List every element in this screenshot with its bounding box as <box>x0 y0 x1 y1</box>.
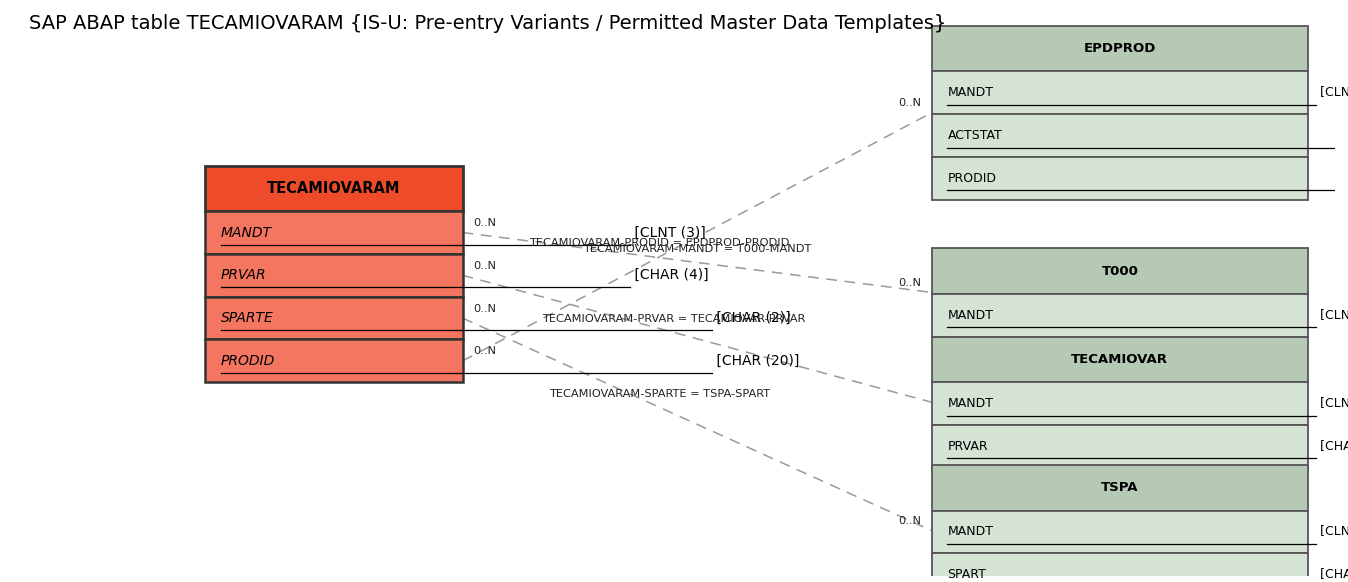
FancyBboxPatch shape <box>931 249 1308 294</box>
Text: PRODID: PRODID <box>221 354 275 368</box>
FancyBboxPatch shape <box>931 382 1308 425</box>
FancyBboxPatch shape <box>931 26 1308 72</box>
Text: 0..N: 0..N <box>473 346 496 356</box>
FancyBboxPatch shape <box>931 72 1308 114</box>
Text: PRODID: PRODID <box>948 172 996 185</box>
Text: ACTSTAT: ACTSTAT <box>948 129 1002 142</box>
Text: 0..N: 0..N <box>898 278 921 288</box>
FancyBboxPatch shape <box>205 297 462 339</box>
Text: TECAMIOVARAM-PRODID = EPDPROD-PRODID: TECAMIOVARAM-PRODID = EPDPROD-PRODID <box>530 238 790 248</box>
Text: SAP ABAP table TECAMIOVARAM {IS-U: Pre-entry Variants / Permitted Master Data Te: SAP ABAP table TECAMIOVARAM {IS-U: Pre-e… <box>30 15 946 33</box>
Text: SPARTE: SPARTE <box>221 311 274 325</box>
Text: [CLNT (3)]: [CLNT (3)] <box>1316 308 1348 322</box>
FancyBboxPatch shape <box>931 114 1308 157</box>
Text: [CHAR (2)]: [CHAR (2)] <box>1316 568 1348 581</box>
Text: [CHAR (20)]: [CHAR (20)] <box>712 354 799 368</box>
FancyBboxPatch shape <box>931 553 1308 582</box>
Text: SPART: SPART <box>948 568 987 581</box>
Text: TECAMIOVARAM-SPARTE = TSPA-SPART: TECAMIOVARAM-SPARTE = TSPA-SPART <box>549 389 770 399</box>
FancyBboxPatch shape <box>205 254 462 297</box>
Text: [CLNT (3)]: [CLNT (3)] <box>1316 397 1348 410</box>
FancyBboxPatch shape <box>931 294 1308 336</box>
FancyBboxPatch shape <box>205 339 462 382</box>
FancyBboxPatch shape <box>931 336 1308 382</box>
Text: 0..N: 0..N <box>898 98 921 108</box>
Text: 0..N: 0..N <box>473 218 496 228</box>
Text: [CLNT (3)]: [CLNT (3)] <box>1316 86 1348 100</box>
Text: 0..N: 0..N <box>473 304 496 314</box>
Text: T000: T000 <box>1101 265 1138 278</box>
Text: MANDT: MANDT <box>948 526 993 538</box>
Text: TSPA: TSPA <box>1101 481 1139 494</box>
Text: [CLNT (3)]: [CLNT (3)] <box>631 226 706 240</box>
Text: EPDPROD: EPDPROD <box>1084 42 1157 55</box>
Text: MANDT: MANDT <box>948 308 993 322</box>
Text: TECAMIOVARAM-PRVAR = TECAMIOVAR-PRVAR: TECAMIOVARAM-PRVAR = TECAMIOVAR-PRVAR <box>542 314 805 324</box>
Text: MANDT: MANDT <box>948 86 993 100</box>
Text: PRVAR: PRVAR <box>221 268 267 282</box>
FancyBboxPatch shape <box>205 211 462 254</box>
Text: [CHAR (4)]: [CHAR (4)] <box>631 268 709 282</box>
FancyBboxPatch shape <box>931 510 1308 553</box>
Text: MANDT: MANDT <box>948 397 993 410</box>
Text: TECAMIOVAR: TECAMIOVAR <box>1072 353 1169 366</box>
Text: 0..N: 0..N <box>898 516 921 526</box>
FancyBboxPatch shape <box>931 157 1308 200</box>
Text: PRVAR: PRVAR <box>948 440 988 453</box>
Text: MANDT: MANDT <box>221 226 272 240</box>
Text: [CHAR (4)]: [CHAR (4)] <box>1316 440 1348 453</box>
Text: 0..N: 0..N <box>473 261 496 271</box>
Text: [CLNT (3)]: [CLNT (3)] <box>1316 526 1348 538</box>
Text: TECAMIOVARAM-MANDT = T000-MANDT: TECAMIOVARAM-MANDT = T000-MANDT <box>582 244 811 254</box>
FancyBboxPatch shape <box>931 425 1308 468</box>
FancyBboxPatch shape <box>931 465 1308 510</box>
FancyBboxPatch shape <box>205 165 462 211</box>
Text: [CHAR (2)]: [CHAR (2)] <box>712 311 791 325</box>
Text: TECAMIOVARAM: TECAMIOVARAM <box>267 181 400 196</box>
